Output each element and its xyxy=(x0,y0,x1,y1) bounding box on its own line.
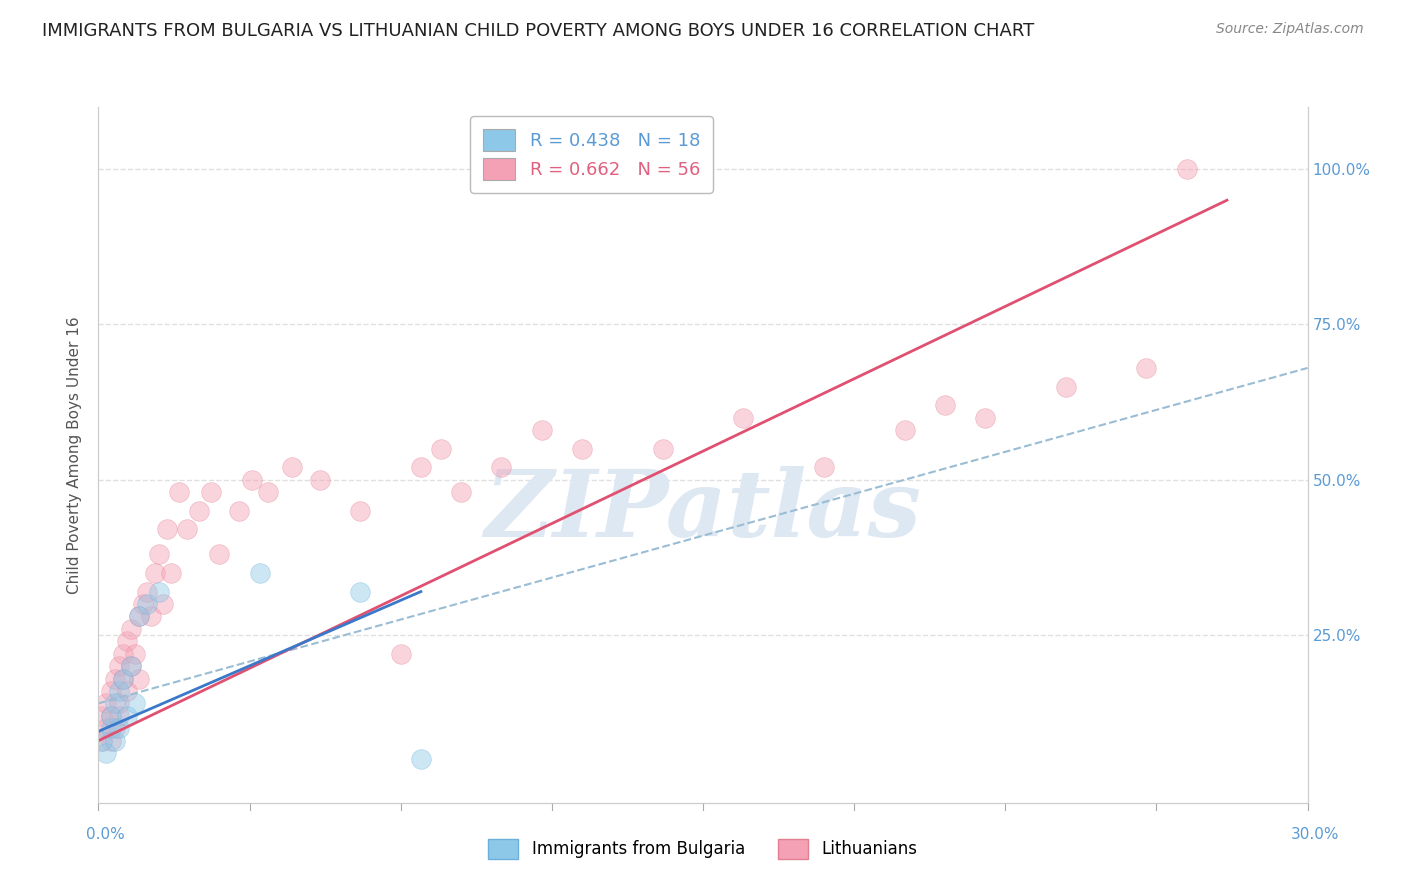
Point xyxy=(148,547,170,561)
Point xyxy=(124,697,146,711)
Point xyxy=(200,485,222,500)
Point xyxy=(1135,361,1157,376)
Point xyxy=(132,597,155,611)
Point xyxy=(530,423,553,437)
Point xyxy=(115,684,138,698)
Point xyxy=(103,733,125,747)
Point xyxy=(309,473,332,487)
Point xyxy=(103,721,125,735)
Point xyxy=(100,708,122,723)
Point xyxy=(103,697,125,711)
Point xyxy=(111,672,134,686)
Text: 30.0%: 30.0% xyxy=(1291,827,1339,841)
Point xyxy=(813,460,835,475)
Point xyxy=(96,746,118,760)
Point xyxy=(893,423,915,437)
Text: IMMIGRANTS FROM BULGARIA VS LITHUANIAN CHILD POVERTY AMONG BOYS UNDER 16 CORRELA: IMMIGRANTS FROM BULGARIA VS LITHUANIAN C… xyxy=(42,22,1035,40)
Legend: Immigrants from Bulgaria, Lithuanians: Immigrants from Bulgaria, Lithuanians xyxy=(482,832,924,866)
Point xyxy=(176,523,198,537)
Point xyxy=(107,721,129,735)
Point xyxy=(450,485,472,500)
Point xyxy=(409,460,432,475)
Point xyxy=(389,647,412,661)
Point xyxy=(1175,162,1198,177)
Point xyxy=(120,622,142,636)
Point xyxy=(100,733,122,747)
Point xyxy=(96,721,118,735)
Text: 0.0%: 0.0% xyxy=(86,827,125,841)
Point xyxy=(100,708,122,723)
Point xyxy=(107,697,129,711)
Point xyxy=(733,410,755,425)
Point xyxy=(128,609,150,624)
Point xyxy=(128,672,150,686)
Point xyxy=(96,697,118,711)
Point xyxy=(240,473,263,487)
Point xyxy=(430,442,453,456)
Point xyxy=(167,485,190,500)
Text: Source: ZipAtlas.com: Source: ZipAtlas.com xyxy=(1216,22,1364,37)
Point xyxy=(120,659,142,673)
Point xyxy=(115,708,138,723)
Point xyxy=(148,584,170,599)
Point xyxy=(188,504,211,518)
Point xyxy=(91,733,114,747)
Y-axis label: Child Poverty Among Boys Under 16: Child Poverty Among Boys Under 16 xyxy=(67,316,83,594)
Point xyxy=(124,647,146,661)
Point xyxy=(111,672,134,686)
Point xyxy=(91,708,114,723)
Point xyxy=(100,721,122,735)
Point xyxy=(100,684,122,698)
Point xyxy=(974,410,997,425)
Point xyxy=(107,659,129,673)
Point xyxy=(135,584,157,599)
Point xyxy=(208,547,231,561)
Point xyxy=(91,733,114,747)
Point xyxy=(156,523,179,537)
Point xyxy=(571,442,593,456)
Legend: R = 0.438   N = 18, R = 0.662   N = 56: R = 0.438 N = 18, R = 0.662 N = 56 xyxy=(470,116,713,193)
Point xyxy=(115,634,138,648)
Point xyxy=(256,485,278,500)
Point xyxy=(349,504,371,518)
Point xyxy=(249,566,271,580)
Point xyxy=(491,460,513,475)
Point xyxy=(409,752,432,766)
Point xyxy=(103,672,125,686)
Point xyxy=(228,504,250,518)
Point xyxy=(111,647,134,661)
Point xyxy=(281,460,304,475)
Text: ZIPatlas: ZIPatlas xyxy=(485,466,921,556)
Point xyxy=(120,659,142,673)
Point xyxy=(128,609,150,624)
Point xyxy=(651,442,673,456)
Point xyxy=(143,566,166,580)
Point xyxy=(135,597,157,611)
Point xyxy=(160,566,183,580)
Point xyxy=(107,684,129,698)
Point xyxy=(107,708,129,723)
Point xyxy=(1054,379,1077,393)
Point xyxy=(152,597,174,611)
Point xyxy=(934,398,956,412)
Point xyxy=(139,609,162,624)
Point xyxy=(349,584,371,599)
